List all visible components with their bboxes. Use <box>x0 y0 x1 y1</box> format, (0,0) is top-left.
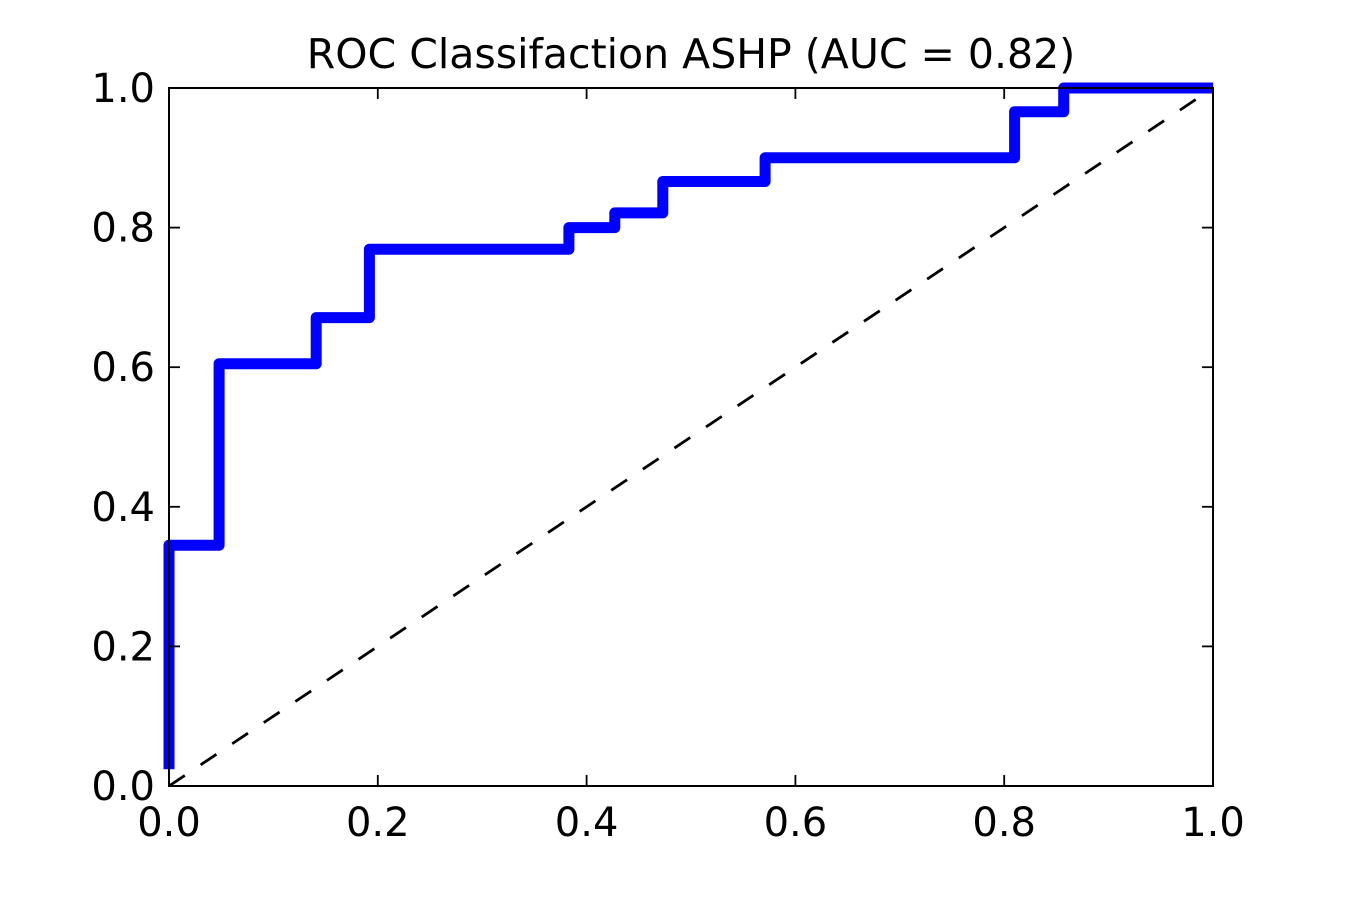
x-tick-label: 0.4 <box>555 800 619 846</box>
axis-ticks <box>168 87 1214 787</box>
x-tick-label: 0.2 <box>346 800 410 846</box>
y-tick-label: 0.8 <box>91 206 155 252</box>
x-tick-label: 0.6 <box>764 800 828 846</box>
x-tick-label: 1.0 <box>1181 800 1245 846</box>
y-tick-label: 0.2 <box>91 624 155 670</box>
y-tick-label: 1.0 <box>91 66 155 112</box>
y-axis-tick-labels: 0.0 0.2 0.4 0.6 0.8 1.0 <box>91 66 155 810</box>
y-tick-label: 0.4 <box>91 485 155 531</box>
roc-curve-line <box>163 82 1213 770</box>
chance-diagonal-line <box>168 86 1214 788</box>
x-tick-label: 0.0 <box>137 800 201 846</box>
y-tick-label: 0.0 <box>91 764 155 810</box>
y-tick-label: 0.6 <box>91 345 155 391</box>
axes-frame <box>168 87 1214 787</box>
x-tick-label: 0.8 <box>972 800 1036 846</box>
x-axis-tick-labels: 0.0 0.2 0.4 0.6 0.8 1.0 <box>137 800 1245 846</box>
chart-title: ROC Classifaction ASHP (AUC = 0.82) <box>307 30 1075 78</box>
